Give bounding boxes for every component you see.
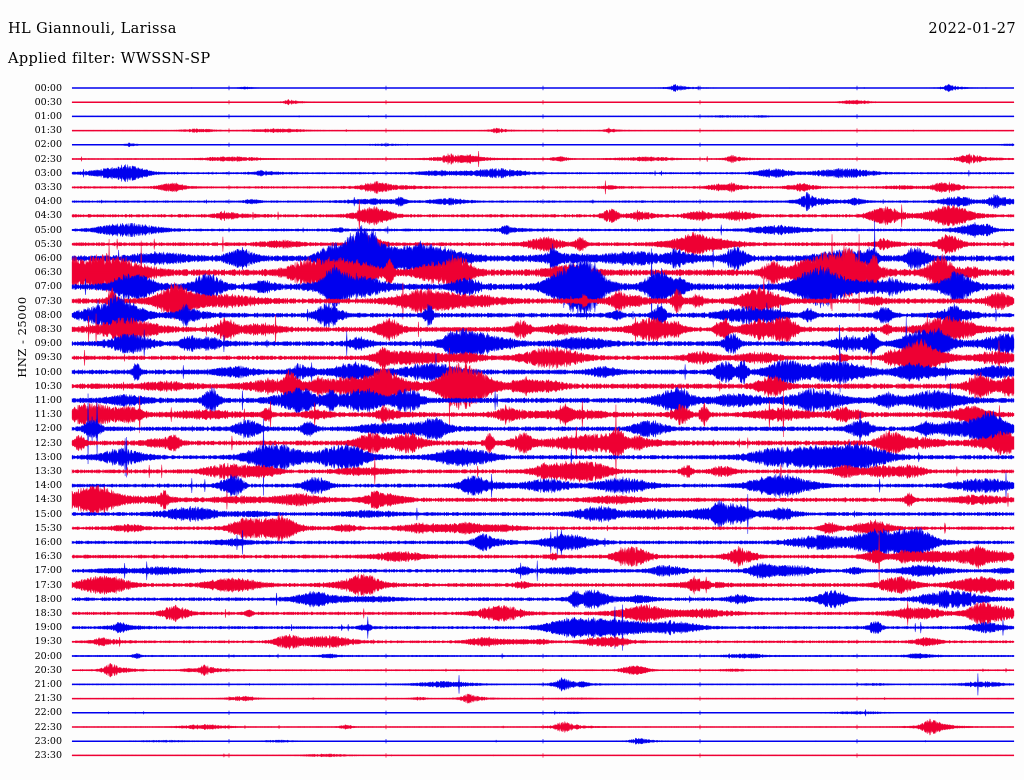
time-label: 08:00 <box>34 309 62 321</box>
time-label: 07:00 <box>34 281 62 293</box>
time-label: 10:00 <box>34 366 62 378</box>
time-label: 18:30 <box>34 607 62 619</box>
date-label: 2022-01-27 <box>928 21 1016 37</box>
time-label: 22:30 <box>34 721 62 733</box>
time-label: 06:30 <box>34 267 62 279</box>
time-label: 04:30 <box>34 210 62 222</box>
time-label: 23:00 <box>34 735 62 747</box>
page-title: HL Giannouli, Larissa <box>8 21 177 37</box>
time-label: 05:30 <box>34 238 62 250</box>
time-label: 22:00 <box>34 707 62 719</box>
time-label: 03:30 <box>34 181 62 193</box>
time-label: 19:30 <box>34 636 62 648</box>
time-label: 06:00 <box>34 252 62 264</box>
time-label: 01:30 <box>34 125 62 137</box>
time-label: 14:00 <box>34 480 62 492</box>
time-label: 17:30 <box>34 579 62 591</box>
seismic-traces <box>71 83 1015 758</box>
time-label: 20:00 <box>34 650 62 662</box>
time-label: 09:00 <box>34 338 62 350</box>
time-label: 02:00 <box>34 139 62 151</box>
time-label: 15:00 <box>34 508 62 520</box>
time-label: 16:00 <box>34 536 62 548</box>
time-label: 12:30 <box>34 437 62 449</box>
time-label: 11:30 <box>34 409 62 421</box>
time-label: 16:30 <box>34 551 62 563</box>
time-label: 19:00 <box>34 622 62 634</box>
time-label: 23:30 <box>34 749 62 761</box>
time-label: 15:30 <box>34 522 62 534</box>
time-label: 18:00 <box>34 593 62 605</box>
helicorder-plot: 00:00 00:30 01:00 01:30 02:00 02:30 03:00 03:30… <box>0 78 1024 778</box>
time-label: 11:00 <box>34 394 62 406</box>
time-label: 12:00 <box>34 423 62 435</box>
time-label: 10:30 <box>34 380 62 392</box>
time-label: 00:30 <box>34 96 62 108</box>
time-label: 20:30 <box>34 664 62 676</box>
time-label: 08:30 <box>34 323 62 335</box>
time-label: 13:00 <box>34 451 62 463</box>
time-label: 09:30 <box>34 352 62 364</box>
time-label: 01:00 <box>34 110 62 122</box>
filter-label: Applied filter: WWSSN-SP <box>8 51 211 67</box>
time-label: 21:30 <box>34 693 62 705</box>
time-label: 02:30 <box>34 153 62 165</box>
time-label: 07:30 <box>34 295 62 307</box>
time-label: 13:30 <box>34 465 62 477</box>
time-label: 17:00 <box>34 565 62 577</box>
time-label: 04:00 <box>34 196 62 208</box>
time-label: 00:00 <box>34 82 62 94</box>
time-label: 03:00 <box>34 167 62 179</box>
time-label: 05:00 <box>34 224 62 236</box>
time-label: 14:30 <box>34 494 62 506</box>
time-label: 21:00 <box>34 678 62 690</box>
